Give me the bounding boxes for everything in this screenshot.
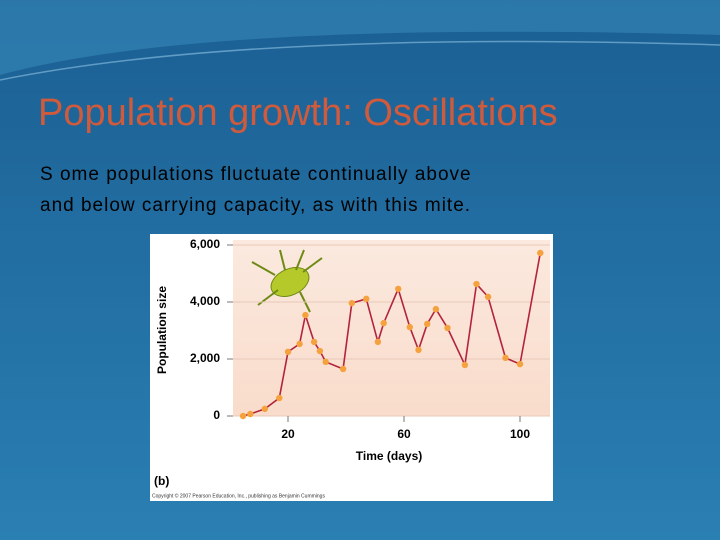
data-point	[239, 412, 247, 420]
data-point	[302, 311, 309, 319]
y-tick-label: 6,000	[190, 237, 220, 251]
data-point	[516, 360, 524, 368]
data-point	[537, 249, 544, 257]
y-axis-label: Population size	[155, 286, 169, 374]
data-point	[276, 394, 283, 402]
x-tick-label: 20	[281, 427, 295, 441]
data-point	[395, 285, 402, 293]
data-point	[322, 358, 329, 366]
data-point	[247, 410, 254, 418]
x-tick-label: 100	[510, 427, 530, 441]
data-point	[380, 319, 387, 327]
swoosh-line	[0, 40, 720, 81]
data-point	[432, 305, 440, 313]
data-point	[424, 320, 431, 328]
data-point	[473, 280, 480, 288]
data-point	[415, 346, 422, 354]
x-tick-label: 60	[397, 427, 411, 441]
data-point	[339, 365, 347, 373]
panel-label: (b)	[154, 474, 169, 488]
slide-title: Population growth: Oscillations	[38, 92, 558, 134]
data-point	[374, 338, 382, 346]
data-point	[406, 323, 413, 331]
copyright: Copyright © 2007 Pearson Education, Inc.…	[152, 492, 325, 499]
data-point	[284, 348, 292, 356]
data-point	[316, 347, 324, 355]
data-point	[310, 338, 318, 346]
data-point	[363, 295, 370, 303]
data-point	[484, 293, 492, 301]
data-point	[296, 340, 303, 348]
data-point	[502, 354, 509, 362]
y-tick-label: 4,000	[190, 294, 220, 308]
mite-illustration	[251, 249, 323, 313]
swoosh	[0, 0, 720, 75]
x-axis-label: Time (days)	[356, 449, 422, 463]
body-line: and below carrying capacity, as with thi…	[40, 195, 471, 216]
data-point	[348, 299, 355, 307]
y-tick-label: 2,000	[190, 351, 220, 365]
data-point	[444, 324, 451, 332]
body-line: S ome populations fluctuate continually …	[40, 164, 472, 185]
data-point	[261, 405, 268, 413]
data-point	[461, 361, 469, 369]
y-tick-label: 0	[213, 408, 220, 422]
